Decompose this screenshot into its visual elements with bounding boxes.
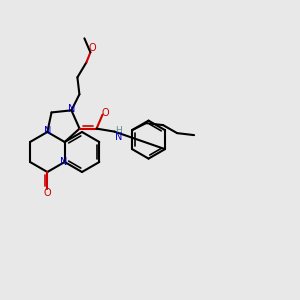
Text: O: O bbox=[102, 108, 110, 118]
Text: O: O bbox=[44, 188, 51, 198]
Text: N: N bbox=[44, 126, 51, 136]
Text: O: O bbox=[88, 43, 96, 53]
Text: H: H bbox=[115, 126, 122, 135]
Text: N: N bbox=[60, 157, 68, 167]
Text: N: N bbox=[115, 132, 122, 142]
Text: N: N bbox=[68, 104, 75, 114]
